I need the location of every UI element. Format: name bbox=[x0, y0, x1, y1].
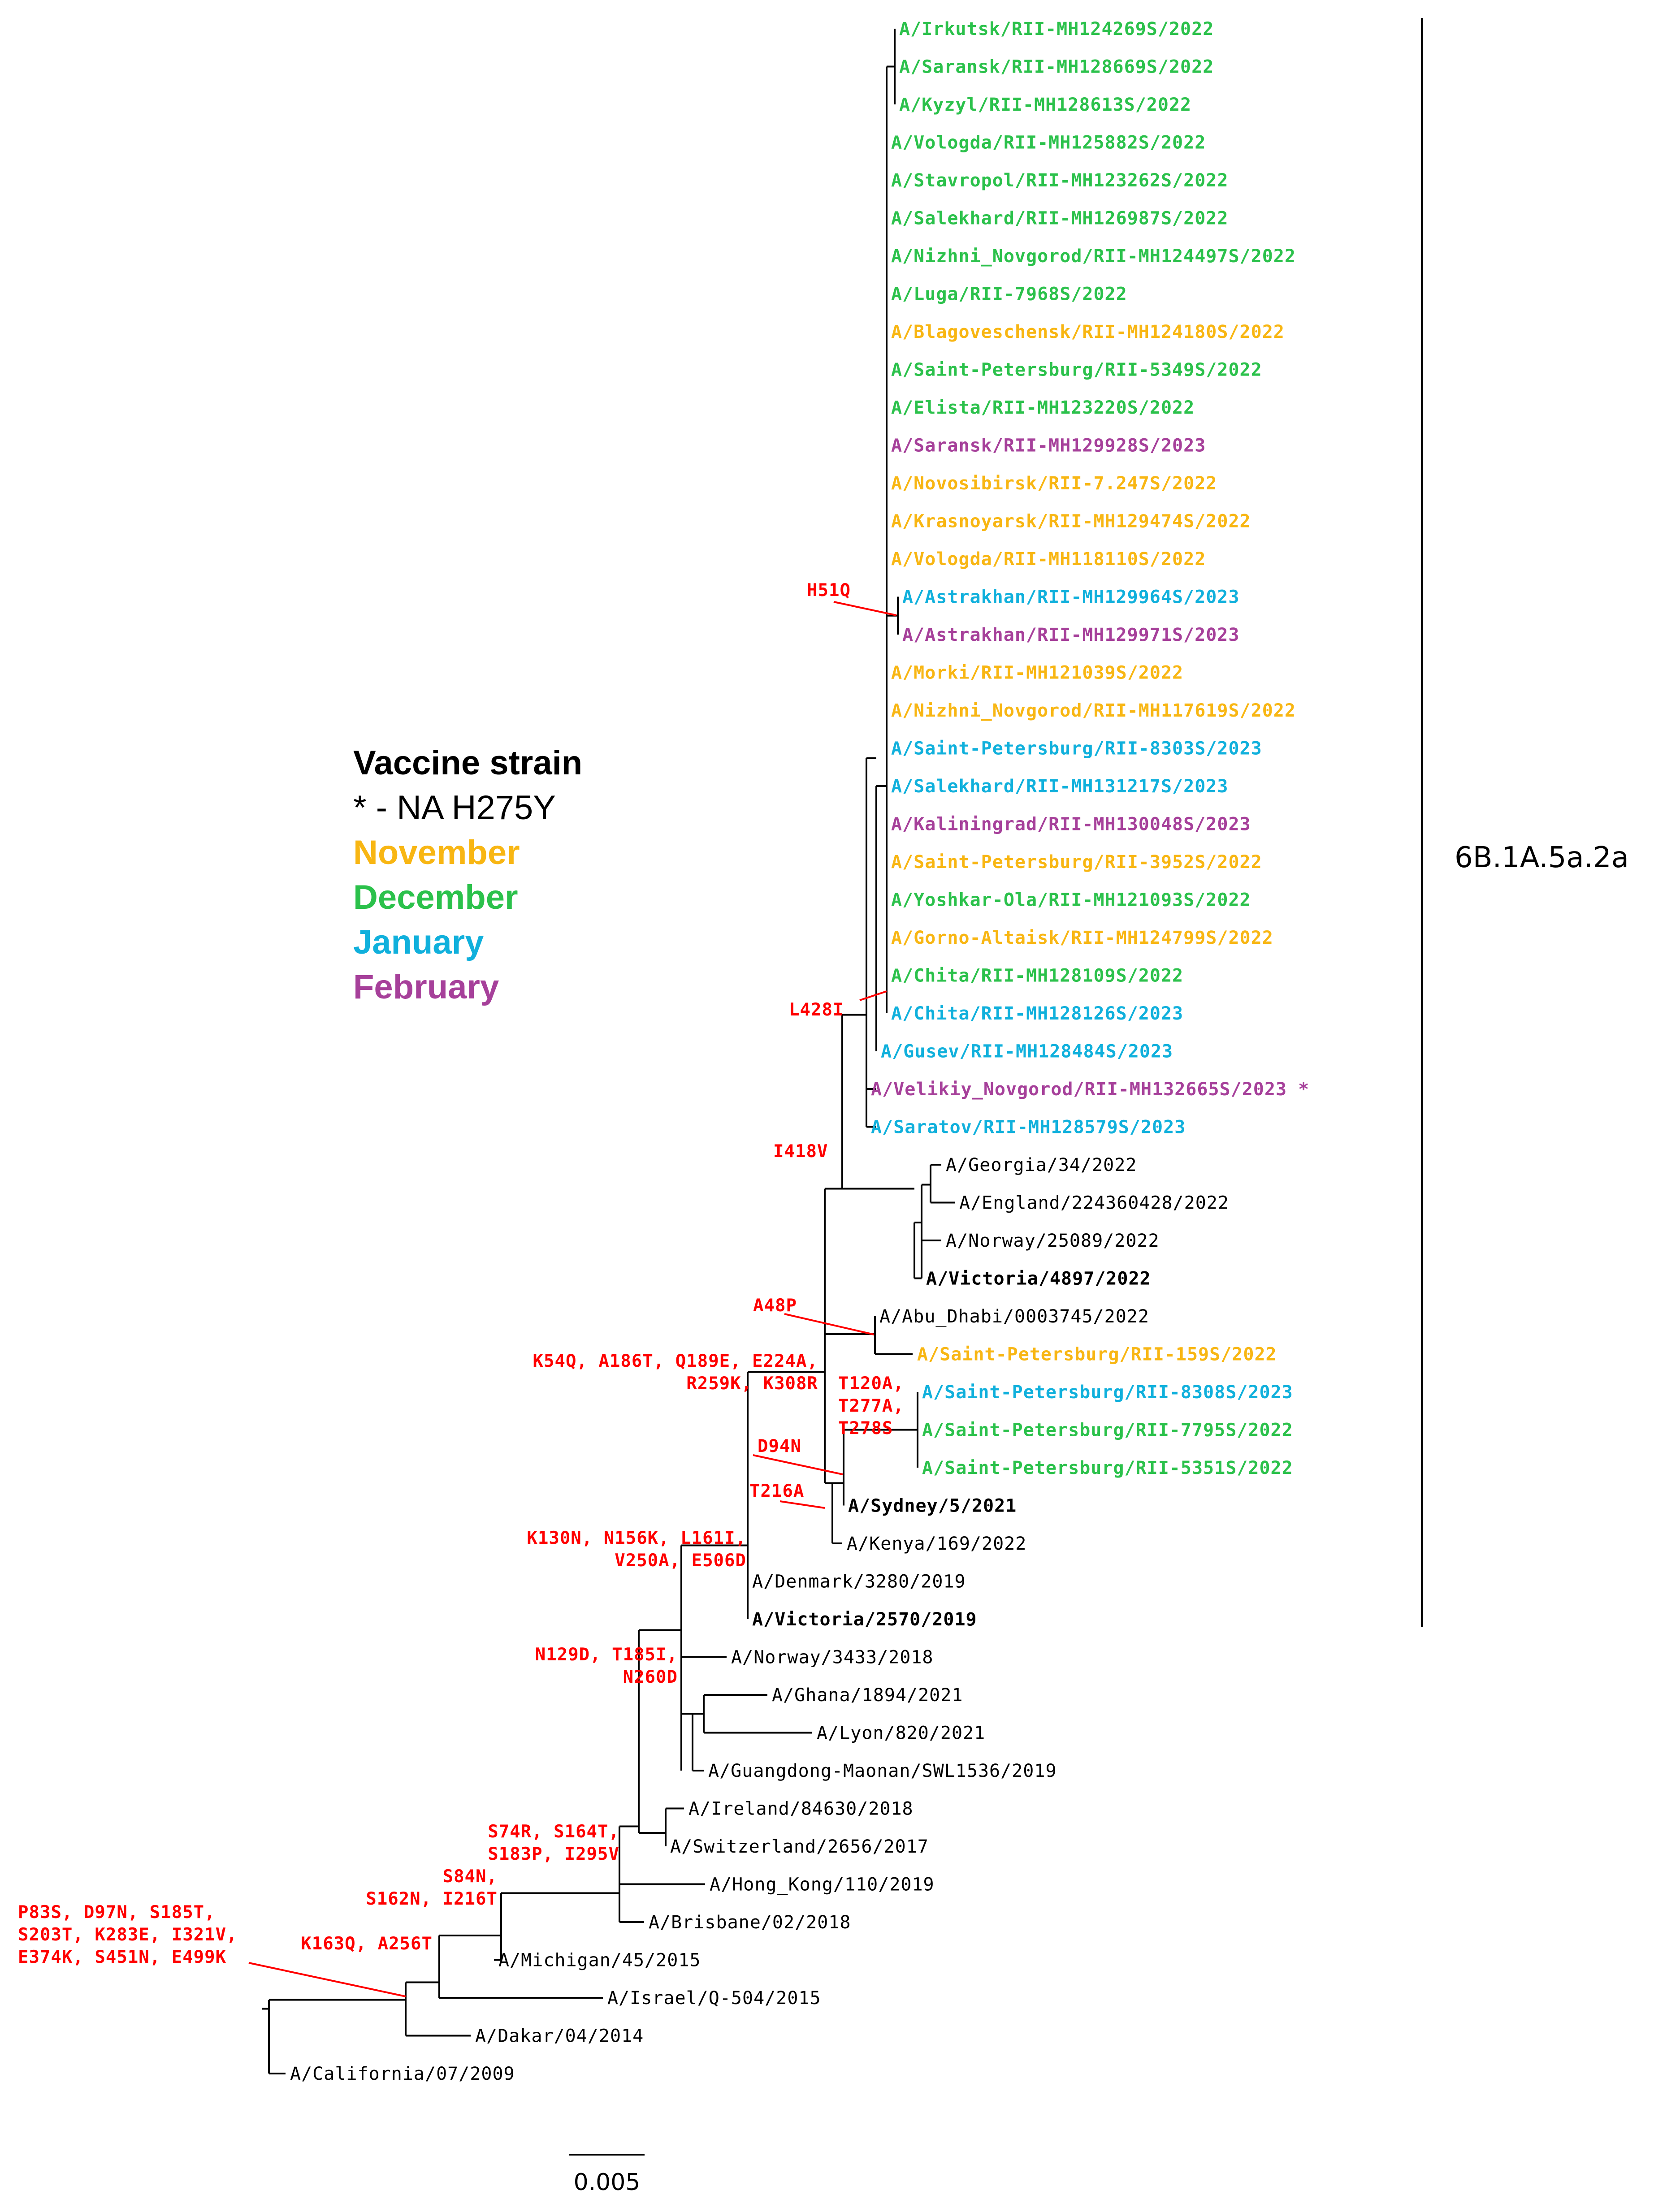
tip-label: A/Vologda/RII-MH118110S/2022 bbox=[891, 549, 1206, 570]
mutation-label: P83S, D97N, S185T, bbox=[18, 1902, 216, 1923]
tip-label: A/Elista/RII-MH123220S/2022 bbox=[891, 397, 1195, 418]
tip-label: A/Ireland/84630/2018 bbox=[688, 1799, 914, 1819]
tip-label: A/Luga/RII-7968S/2022 bbox=[891, 284, 1127, 305]
tip-label: A/Astrakhan/RII-MH129971S/2023 bbox=[902, 625, 1239, 645]
tip-label: A/Gorno-Altaisk/RII-MH124799S/2022 bbox=[891, 928, 1273, 948]
legend-january: January bbox=[353, 923, 484, 961]
tip-label: A/Astrakhan/RII-MH129964S/2023 bbox=[902, 587, 1239, 608]
tip-label: A/Israel/Q-504/2015 bbox=[607, 1988, 821, 2009]
tip-label: A/Morki/RII-MH121039S/2022 bbox=[891, 663, 1183, 683]
mutation-label: T120A, bbox=[838, 1374, 904, 1394]
mutation-label: T278S bbox=[838, 1418, 893, 1439]
legend-na-h275y: * - NA H275Y bbox=[353, 789, 556, 827]
legend-february: February bbox=[353, 968, 499, 1006]
mutation-label: K163Q, A256T bbox=[301, 1934, 433, 1954]
mutation-label: N129D, T185I, bbox=[535, 1645, 678, 1665]
tip-label: A/Novosibirsk/RII-7.247S/2022 bbox=[891, 473, 1217, 494]
mutation-label: A48P bbox=[753, 1296, 797, 1316]
tip-label: A/Saint-Petersburg/RII-8308S/2023 bbox=[922, 1382, 1293, 1403]
mutation-label: K54Q, A186T, Q189E, E224A, bbox=[533, 1351, 818, 1371]
tip-label: A/Saint-Petersburg/RII-3952S/2022 bbox=[891, 852, 1262, 873]
mutation-label: S162N, I216T bbox=[366, 1889, 498, 1909]
mutation-label: V250A, E506D bbox=[615, 1551, 746, 1571]
tip-label: A/England/224360428/2022 bbox=[959, 1193, 1229, 1214]
mutation-label: S74R, S164T, bbox=[488, 1822, 619, 1842]
tip-label: A/Salekhard/RII-MH126987S/2022 bbox=[891, 208, 1228, 229]
tip-label: A/Yoshkar-Ola/RII-MH121093S/2022 bbox=[891, 890, 1251, 911]
tip-label: A/Nizhni_Novgorod/RII-MH124497S/2022 bbox=[891, 246, 1296, 267]
legend-vaccine-strain: Vaccine strain bbox=[353, 744, 582, 782]
tip-label: A/Velikiy_Novgorod/RII-MH132665S/2023 * bbox=[871, 1079, 1309, 1100]
mutation-label: H51Q bbox=[807, 580, 851, 601]
tip-label: A/Stavropol/RII-MH123262S/2022 bbox=[891, 170, 1228, 191]
tip-label: A/Guangdong-Maonan/SWL1536/2019 bbox=[708, 1761, 1057, 1781]
tip-labels: A/Irkutsk/RII-MH124269S/2022 A/Saransk/RI… bbox=[290, 19, 1309, 2084]
tip-label: A/Norway/3433/2018 bbox=[731, 1647, 933, 1668]
tip-label: A/Brisbane/02/2018 bbox=[649, 1912, 851, 1933]
mutation-markers bbox=[248, 601, 897, 1997]
mutation-label: S84N, bbox=[443, 1866, 498, 1887]
tip-label: A/Nizhni_Novgorod/RII-MH117619S/2022 bbox=[891, 700, 1296, 721]
tip-label: A/Saratov/RII-MH128579S/2023 bbox=[871, 1117, 1186, 1138]
mutation-marker bbox=[833, 601, 897, 616]
tip-label: A/Chita/RII-MH128109S/2022 bbox=[891, 966, 1183, 986]
tip-label: A/Saint-Petersburg/RII-7795S/2022 bbox=[922, 1420, 1293, 1441]
tip-label: A/Kenya/169/2022 bbox=[847, 1534, 1026, 1554]
mutation-label: S183P, I295V bbox=[488, 1844, 619, 1864]
legend-december: December bbox=[353, 878, 518, 916]
tip-label: A/Ghana/1894/2021 bbox=[772, 1685, 963, 1706]
mutation-label: I418V bbox=[773, 1141, 828, 1162]
tip-label: A/Saint-Petersburg/RII-8303S/2023 bbox=[891, 739, 1262, 759]
mutation-label: T277A, bbox=[838, 1396, 904, 1416]
tip-label: A/Hong_Kong/110/2019 bbox=[710, 1875, 935, 1895]
mutation-label: E374K, S451N, E499K bbox=[18, 1947, 226, 1967]
tip-label: A/Kyzyl/RII-MH128613S/2022 bbox=[899, 95, 1191, 115]
mutation-label: D94N bbox=[758, 1436, 801, 1456]
tree-branches bbox=[262, 29, 955, 2074]
tip-label: A/California/07/2009 bbox=[290, 2064, 515, 2084]
mutation-marker bbox=[784, 1313, 875, 1335]
mutation-marker bbox=[248, 1962, 406, 1997]
tip-label: A/Abu_Dhabi/0003745/2022 bbox=[879, 1306, 1149, 1327]
tip-label: A/Saransk/RII-MH128669S/2022 bbox=[899, 57, 1214, 78]
tip-label: A/Switzerland/2656/2017 bbox=[670, 1836, 929, 1857]
mutation-labels: H51Q L428I I418V A48P K54Q, A186T, Q189E, E2… bbox=[18, 580, 904, 1967]
tip-label: A/Dakar/04/2014 bbox=[475, 2026, 644, 2047]
tip-label: A/Sydney/5/2021 bbox=[848, 1496, 1017, 1516]
tip-label: A/Georgia/34/2022 bbox=[946, 1155, 1137, 1175]
mutation-label: L428I bbox=[789, 1000, 844, 1020]
tip-label: A/Victoria/4897/2022 bbox=[926, 1269, 1151, 1289]
tip-label: A/Saransk/RII-MH129928S/2023 bbox=[891, 436, 1206, 456]
tip-label: A/Michigan/45/2015 bbox=[498, 1950, 701, 1971]
tip-label: A/Krasnoyarsk/RII-MH129474S/2022 bbox=[891, 511, 1251, 532]
mutation-marker bbox=[859, 990, 887, 1001]
mutation-label: R259K, K308R bbox=[686, 1374, 818, 1394]
mutation-label: K130N, N156K, L161I, bbox=[527, 1528, 746, 1548]
tip-label: A/Victoria/2570/2019 bbox=[752, 1609, 977, 1630]
mutation-label: S203T, K283E, I321V, bbox=[18, 1925, 238, 1945]
tip-label: A/Irkutsk/RII-MH124269S/2022 bbox=[899, 19, 1214, 39]
mutation-marker bbox=[779, 1500, 825, 1509]
mutation-label: T216A bbox=[749, 1481, 804, 1501]
tip-label: A/Salekhard/RII-MH131217S/2023 bbox=[891, 776, 1228, 797]
clade-label: 6B.1A.5a.2a bbox=[1455, 841, 1629, 874]
tip-label: A/Vologda/RII-MH125882S/2022 bbox=[891, 133, 1206, 153]
tip-label: A/Chita/RII-MH128126S/2023 bbox=[891, 1003, 1183, 1024]
legend-november: November bbox=[353, 834, 520, 872]
tip-label: A/Norway/25089/2022 bbox=[946, 1231, 1160, 1251]
tip-label: A/Gusev/RII-MH128484S/2023 bbox=[881, 1041, 1173, 1062]
tip-label: A/Blagoveschensk/RII-MH124180S/2022 bbox=[891, 322, 1285, 342]
tip-label: A/Saint-Petersburg/RII-159S/2022 bbox=[917, 1344, 1277, 1365]
tip-label: A/Lyon/820/2021 bbox=[817, 1723, 985, 1744]
tip-label: A/Saint-Petersburg/RII-5351S/2022 bbox=[922, 1458, 1293, 1478]
tip-label: A/Kaliningrad/RII-MH130048S/2023 bbox=[891, 814, 1251, 835]
scale-label: 0.005 bbox=[574, 2169, 641, 2196]
mutation-marker bbox=[753, 1454, 843, 1475]
tip-label: A/Saint-Petersburg/RII-5349S/2022 bbox=[891, 360, 1262, 380]
tip-label: A/Denmark/3280/2019 bbox=[752, 1572, 966, 1592]
mutation-label: N260D bbox=[623, 1667, 678, 1687]
legend: Vaccine strain * - NA H275Y November Dec… bbox=[353, 744, 582, 1006]
